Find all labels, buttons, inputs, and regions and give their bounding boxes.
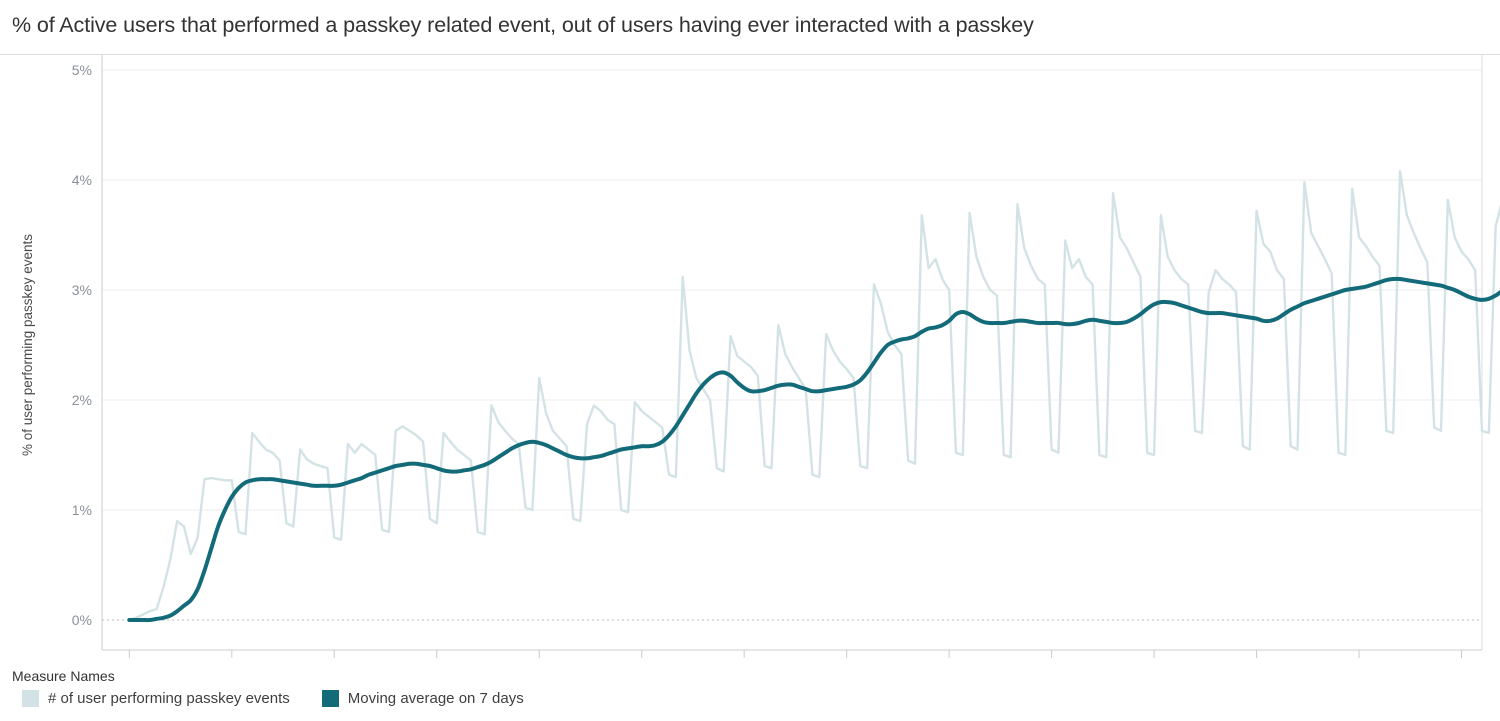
series-line-daily-events[interactable]	[128, 83, 1500, 622]
legend-swatch-moving-average	[321, 690, 339, 707]
line-chart[interactable]: 0% 1% 2% 3% 4% 5% % of user performing passkey…	[0, 55, 1500, 681]
chart-title-bar: % of Active users that performed a passk…	[0, 0, 1500, 54]
legend-item-list: # of user performing passkey events Movin…	[12, 690, 1500, 707]
chart-legend: Measure Names # of user performing passk…	[0, 660, 1500, 721]
y-axis-tick-label: 3%	[72, 282, 92, 298]
page-title: % of Active users that performed a passk…	[12, 13, 1034, 37]
y-axis-tick-label: 5%	[72, 62, 92, 78]
y-axis-tick-label: 1%	[72, 502, 92, 518]
legend-swatch-daily	[22, 690, 39, 707]
chart-plot-area[interactable]: 0% 1% 2% 3% 4% 5% % of user performing passkey…	[0, 55, 1500, 681]
legend-item-label: Moving average on 7 days	[347, 690, 524, 707]
y-axis-tick-label: 0%	[72, 612, 92, 628]
series-line-moving-average[interactable]	[127, 212, 1500, 623]
legend-item-label: # of user performing passkey events	[48, 690, 290, 707]
legend-title: Measure Names	[12, 668, 115, 684]
y-axis-tick-label: 4%	[72, 172, 92, 188]
legend-item[interactable]: Moving average on 7 days	[321, 690, 524, 707]
y-axis-tick-label: 2%	[72, 392, 92, 408]
y-axis-title: % of user performing passkey events	[20, 234, 35, 456]
legend-item[interactable]: # of user performing passkey events	[22, 690, 290, 707]
title-divider	[0, 54, 1500, 55]
